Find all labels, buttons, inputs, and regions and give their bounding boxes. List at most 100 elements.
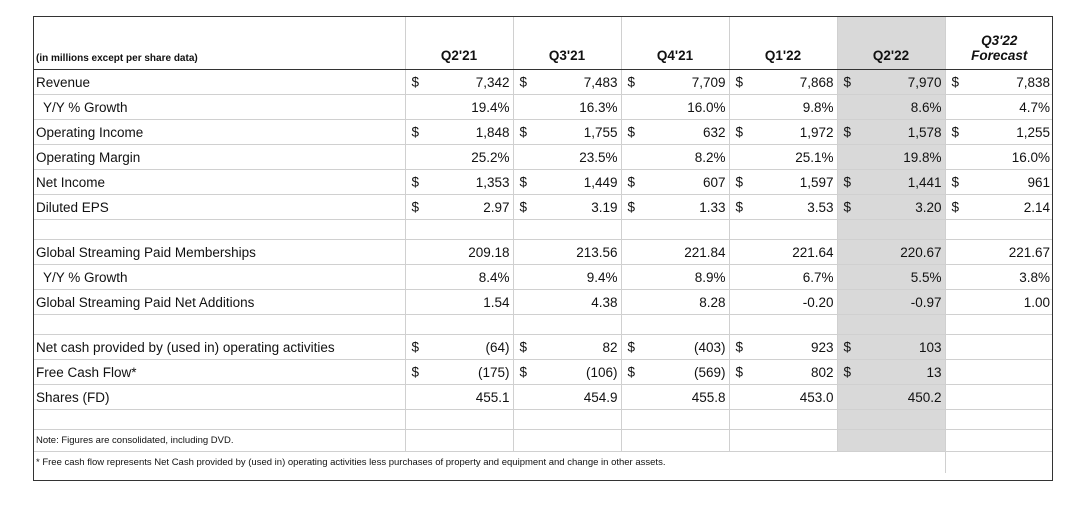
cell-value: 1,597 <box>799 174 834 190</box>
column-header: Q3'21 <box>512 16 621 70</box>
value-cell: 23.5% <box>512 144 621 170</box>
value-cell: $632 <box>620 119 729 145</box>
cell-value: 221.64 <box>792 244 834 260</box>
empty-cell <box>620 314 729 335</box>
value-cell: $3.53 <box>728 194 837 220</box>
empty-cell <box>404 409 513 430</box>
empty-cell <box>944 409 1053 430</box>
value-cell <box>944 359 1053 385</box>
value-cell: $ (569) <box>620 359 729 385</box>
currency-symbol: $ <box>735 74 744 90</box>
empty-cell <box>836 409 945 430</box>
value-cell: $1,449 <box>512 169 621 195</box>
table-row: Net Income $1,353 $1,449 $607 $1,597 $1,441 $9… <box>33 169 1053 195</box>
currency-symbol: $ <box>843 124 852 140</box>
units-label: (in millions except per share data) <box>33 16 405 70</box>
cell-value: 1,972 <box>799 124 834 140</box>
cell-value: 5.5% <box>910 269 942 285</box>
cell-value: 2.97 <box>483 199 510 215</box>
cell-value: 16.3% <box>579 99 618 115</box>
cell-value: 23.5% <box>579 149 618 165</box>
value-cell: 455.8 <box>620 384 729 410</box>
empty-cell <box>512 409 621 430</box>
cell-value: (64) <box>485 339 510 355</box>
cell-value: 1,449 <box>583 174 618 190</box>
currency-symbol: $ <box>843 74 852 90</box>
cell-value: 7,342 <box>475 74 510 90</box>
value-cell: 221.84 <box>620 239 729 265</box>
value-cell: 454.9 <box>512 384 621 410</box>
financial-table-container: (in millions except per share data) Q2'21… <box>33 16 1053 473</box>
footnote-text: * Free cash flow represents Net Cash pro… <box>36 457 666 468</box>
forecast-label: Forecast <box>971 48 1028 63</box>
currency-symbol: $ <box>519 339 528 355</box>
cell-value: 1,353 <box>475 174 510 190</box>
value-cell: $7,483 <box>512 69 621 95</box>
cell-value: 25.1% <box>795 149 834 165</box>
cell-value: 16.0% <box>687 99 726 115</box>
row-label: Shares (FD) <box>33 384 405 410</box>
cell-value: 103 <box>918 339 942 355</box>
value-cell: 9.8% <box>728 94 837 120</box>
cell-value: 8.4% <box>478 269 510 285</box>
empty-cell <box>33 409 405 430</box>
value-cell: 16.0% <box>620 94 729 120</box>
cell-value: 453.0 <box>799 389 834 405</box>
value-cell: $1,578 <box>836 119 945 145</box>
currency-symbol: $ <box>627 339 636 355</box>
column-header: Q2'22 <box>836 16 945 70</box>
row-label: Diluted EPS <box>33 194 405 220</box>
value-cell: 8.9% <box>620 264 729 290</box>
currency-symbol: $ <box>411 74 420 90</box>
value-cell: $1,441 <box>836 169 945 195</box>
row-label: Operating Margin <box>33 144 405 170</box>
value-cell: 1.54 <box>404 289 513 315</box>
cell-value: 7,868 <box>799 74 834 90</box>
empty-cell <box>33 219 405 240</box>
value-cell: $961 <box>944 169 1053 195</box>
empty-cell <box>728 219 837 240</box>
cell-value: 6.7% <box>802 269 834 285</box>
cell-value: 7,970 <box>907 74 942 90</box>
spacer-row <box>33 409 1053 430</box>
column-header: Q2'21 <box>404 16 513 70</box>
value-cell: -0.97 <box>836 289 945 315</box>
cell-value: 454.9 <box>583 389 618 405</box>
value-cell: 6.7% <box>728 264 837 290</box>
value-cell: $1,353 <box>404 169 513 195</box>
column-header-label: Q2'22 <box>872 48 910 63</box>
cell-value: 7,709 <box>691 74 726 90</box>
cell-value: 1.33 <box>699 199 726 215</box>
empty-cell <box>944 451 1053 473</box>
row-label: Net Income <box>33 169 405 195</box>
cell-value: 213.56 <box>576 244 618 260</box>
empty-cell <box>512 429 621 452</box>
table-row: Shares (FD) 455.1 454.9 455.8 453.0 450.2 <box>33 384 1053 410</box>
value-cell: $802 <box>728 359 837 385</box>
currency-symbol: $ <box>627 174 636 190</box>
currency-symbol: $ <box>951 174 960 190</box>
table-row: Y/Y % Growth 8.4% 9.4% 8.9% 6.7% 5.5% 3.8% <box>33 264 1053 290</box>
value-cell: 8.28 <box>620 289 729 315</box>
cell-value: 8.6% <box>910 99 942 115</box>
currency-symbol: $ <box>411 124 420 140</box>
currency-symbol: $ <box>411 339 420 355</box>
cell-value: 8.2% <box>694 149 726 165</box>
cell-value: 7,838 <box>1016 74 1050 90</box>
currency-symbol: $ <box>735 199 744 215</box>
cell-value: 221.67 <box>1008 244 1050 260</box>
value-cell: 450.2 <box>836 384 945 410</box>
column-header-label: Q4'21 <box>656 48 694 63</box>
row-label: Global Streaming Paid Memberships <box>33 239 405 265</box>
currency-symbol: $ <box>519 364 528 380</box>
currency-symbol: $ <box>735 339 744 355</box>
value-cell: $1.33 <box>620 194 729 220</box>
value-cell: $3.20 <box>836 194 945 220</box>
cell-value: 13 <box>926 364 942 380</box>
value-cell: -0.20 <box>728 289 837 315</box>
value-cell: 213.56 <box>512 239 621 265</box>
currency-symbol: $ <box>627 199 636 215</box>
cell-value: 607 <box>702 174 726 190</box>
spacer-row <box>33 314 1053 335</box>
value-cell: $2.14 <box>944 194 1053 220</box>
